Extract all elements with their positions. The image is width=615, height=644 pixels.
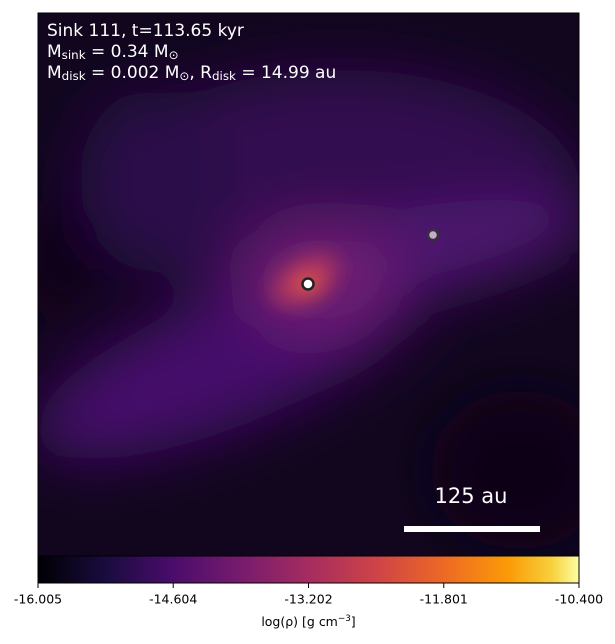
- annotation: Mdisk = 0.002 M⊙, Rdisk = 14.99 au: [47, 63, 336, 83]
- annotation: Msink = 0.34 M⊙: [47, 42, 179, 62]
- colorbar-tick-label: -11.801: [420, 592, 468, 607]
- text-run: Sink 111, t=113.65 kyr: [47, 21, 244, 41]
- annotation: Sink 111, t=113.65 kyr: [47, 21, 244, 41]
- sink: [301, 277, 315, 291]
- colorbar-tick-label: -14.604: [149, 592, 197, 607]
- subscript: disk: [62, 69, 86, 83]
- subscript: ⊙: [179, 69, 189, 83]
- superscript: −3: [338, 614, 351, 624]
- subscript: ⊙: [169, 48, 179, 62]
- text-run: ]: [351, 614, 356, 629]
- text-run: M: [47, 42, 62, 62]
- scale-bar: [404, 526, 540, 532]
- subscript: sink: [62, 48, 86, 62]
- text-run: = 0.002 M: [86, 63, 180, 83]
- text-run: , R: [189, 63, 212, 83]
- text-run: = 0.34 M: [86, 42, 169, 62]
- subscript: disk: [212, 69, 236, 83]
- colorbar-tick-label: -13.202: [284, 592, 332, 607]
- text-run: log(ρ) [g cm: [261, 614, 338, 629]
- sink: [426, 228, 440, 242]
- text-run: M: [47, 63, 62, 83]
- colorbar: [37, 555, 580, 584]
- density-map: 125 au: [38, 13, 579, 556]
- scale-bar-label: 125 au: [435, 484, 508, 508]
- colorbar-tick-label: -10.400: [555, 592, 603, 607]
- colorbar-tick-label: -16.005: [14, 592, 62, 607]
- text-run: = 14.99 au: [236, 63, 336, 83]
- colorbar-label: log(ρ) [g cm−3]: [261, 614, 355, 629]
